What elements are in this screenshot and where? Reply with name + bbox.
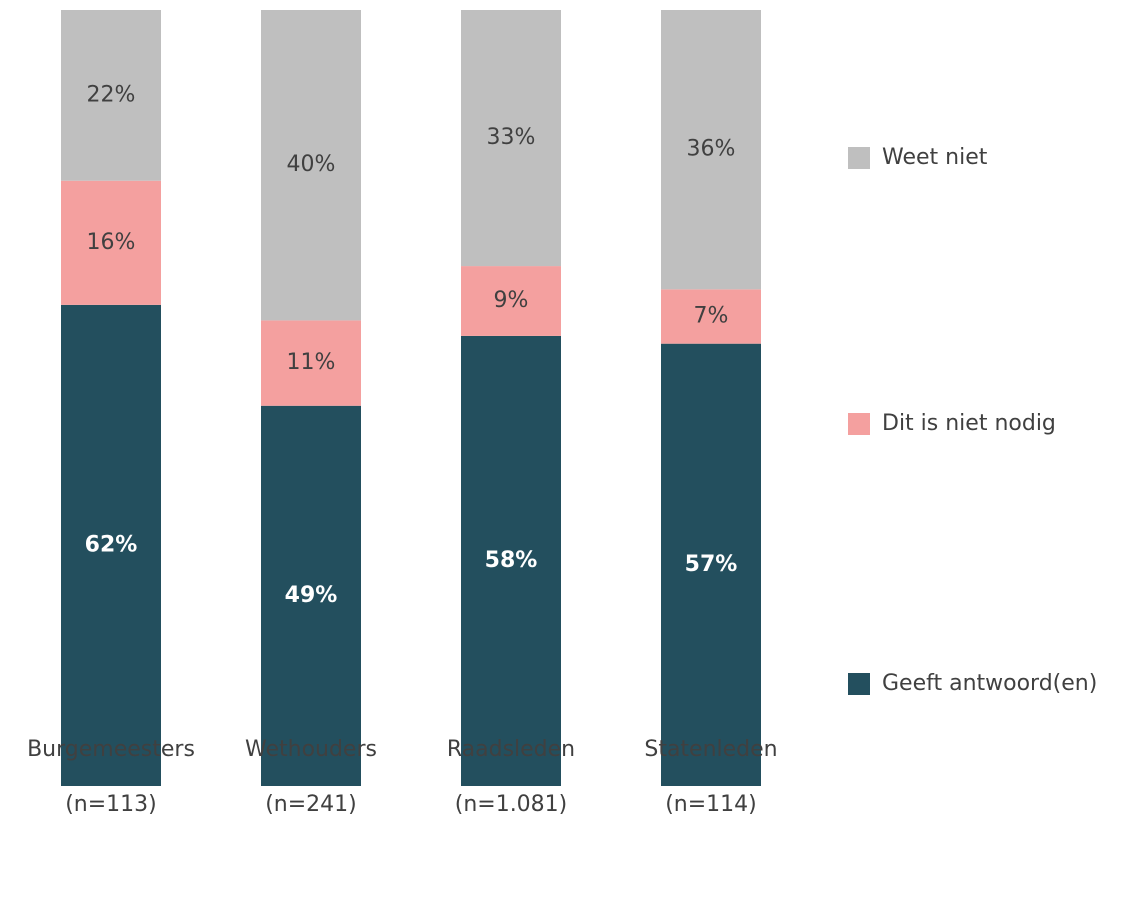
value-label: 62% [85,532,138,557]
bar-segment [661,10,761,290]
x-tick-sublabel: (n=114) [665,792,757,817]
bar-segment [461,335,561,786]
value-label: 9% [494,288,529,313]
value-label: 16% [87,230,136,255]
bar-segment [461,266,561,336]
bar-segment [261,405,361,786]
value-label: 40% [287,152,336,177]
value-label: 58% [485,548,538,573]
bar-segment [61,10,161,181]
value-label: 11% [287,350,336,375]
legend-swatch [848,413,870,435]
legend-swatch [848,673,870,695]
legend-label: Weet niet [882,145,988,170]
bar-segment [661,289,761,344]
x-tick-label: Statenleden [644,737,777,762]
bar-segment [61,180,161,305]
value-label: 22% [87,82,136,107]
x-tick-label: Raadsleden [447,737,575,762]
bar-segment [261,320,361,406]
bar-segment [261,10,361,321]
legend-label: Geeft antwoord(en) [882,671,1097,696]
bar-segment [61,304,161,786]
bar-segment [661,343,761,786]
value-label: 36% [687,137,736,162]
x-tick-sublabel: (n=1.081) [455,792,568,817]
value-label: 7% [694,304,729,329]
legend-swatch [848,147,870,169]
x-tick-label: Wethouders [245,737,377,762]
x-tick-sublabel: (n=241) [265,792,357,817]
legend-label: Dit is niet nodig [882,411,1056,436]
value-label: 49% [285,583,338,608]
x-tick-sublabel: (n=113) [65,792,157,817]
value-label: 33% [487,125,536,150]
x-tick-label: Burgemeesters [27,737,195,762]
bar-segment [461,10,561,267]
value-label: 57% [685,552,738,577]
